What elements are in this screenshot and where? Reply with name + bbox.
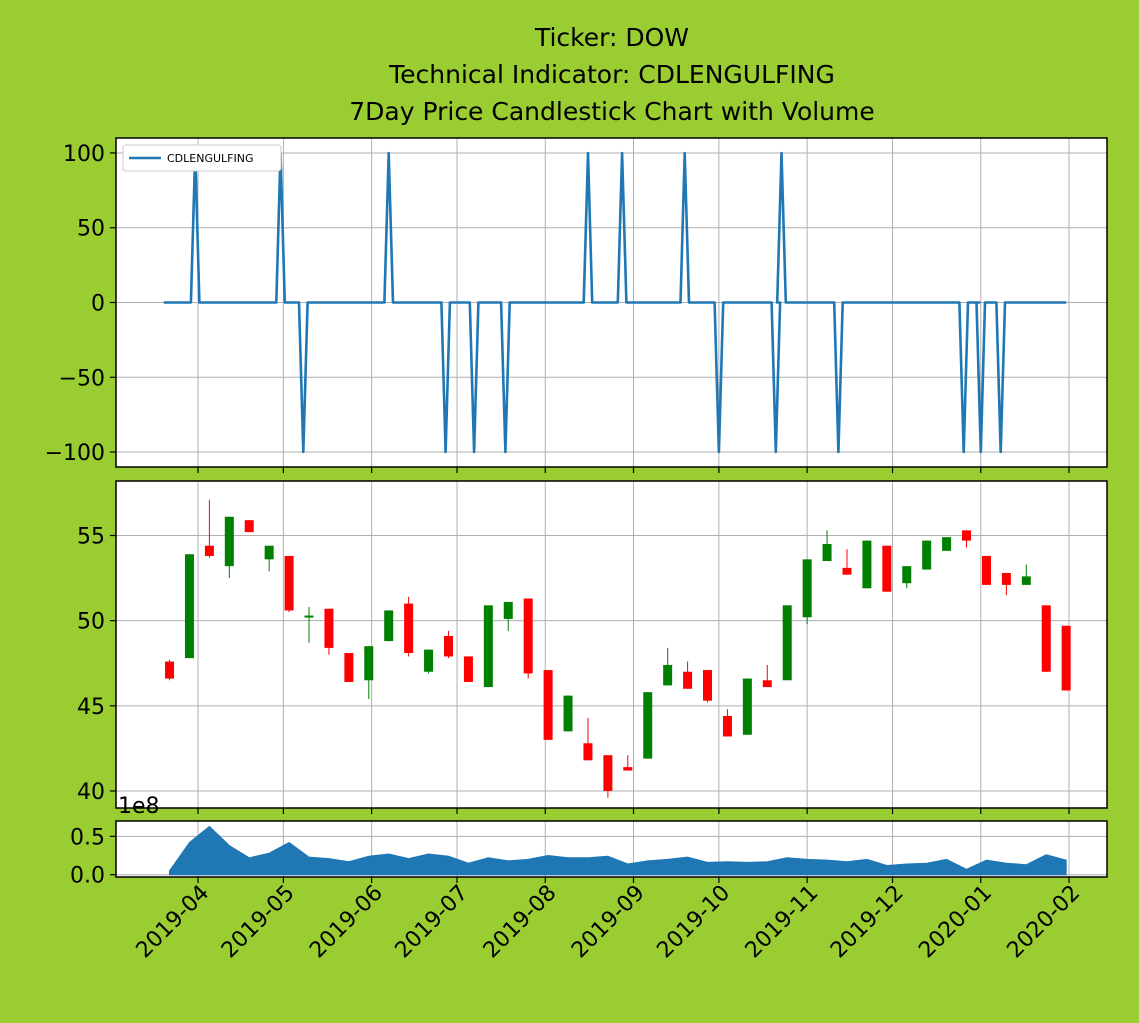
candle-body-up <box>922 540 932 570</box>
candle-body-down <box>882 545 892 592</box>
chart-title-line-3: 7Day Price Candlestick Chart with Volume <box>349 97 875 126</box>
candle-body-down <box>284 555 294 611</box>
candle-body-down <box>962 530 972 541</box>
candle-body-down <box>842 567 852 575</box>
indicator-marks <box>163 151 1067 454</box>
candle-body-down <box>623 767 633 771</box>
volume-frame <box>115 820 1108 878</box>
chart-title-line-2: Technical Indicator: CDLENGULFING <box>388 60 835 89</box>
candle-body-up <box>802 559 812 618</box>
candle-body-down <box>404 603 414 654</box>
indicator-y-tick-label: 50 <box>77 217 105 242</box>
candle-body-up <box>942 537 952 551</box>
candle-body-down <box>324 608 334 648</box>
volume-panel: 1e8 <box>110 794 1108 883</box>
price-marks <box>165 499 1071 798</box>
candle-body-down <box>1041 605 1051 672</box>
candle-body-down <box>344 653 354 682</box>
indicator-series-line <box>163 151 1067 454</box>
candle-body-up <box>483 605 493 688</box>
candle-body-up <box>503 601 513 619</box>
candle-body-up <box>782 605 792 681</box>
volume-y-tick-label: 0.5 <box>70 825 105 850</box>
candle-body-down <box>683 671 693 689</box>
candle-body-down <box>543 670 553 740</box>
candle-body-up <box>304 615 314 618</box>
indicator-legend: CDLENGULFING <box>122 144 282 172</box>
candle-body-up <box>264 545 274 560</box>
candle-body-up <box>862 540 872 589</box>
candle-body-up <box>364 646 374 681</box>
candle-body-down <box>1001 572 1011 585</box>
candle-body-down <box>165 661 175 679</box>
indicator-y-tick-label: −50 <box>59 366 105 391</box>
candle-body-down <box>583 743 593 761</box>
legend-box <box>122 144 282 172</box>
candle-body-down <box>703 670 713 701</box>
indicator-y-tick-label: 0 <box>91 292 105 317</box>
candle-body-up <box>822 544 832 562</box>
candle-body-down <box>523 598 533 674</box>
volume-marks <box>169 825 1067 876</box>
volume-offset-label: 1e8 <box>118 794 160 819</box>
candle-body-up <box>224 516 234 567</box>
price-y-tick-label: 45 <box>77 695 105 720</box>
price-y-tick-label: 50 <box>77 610 105 635</box>
chart-title-line-1: Ticker: DOW <box>534 23 689 52</box>
legend-label: CDLENGULFING <box>167 152 254 165</box>
candle-body-up <box>643 692 653 759</box>
volume-area <box>169 825 1067 876</box>
indicator-y-tick-label: 100 <box>63 142 105 167</box>
candle-body-down <box>244 520 254 533</box>
candle-body-up <box>563 695 573 732</box>
candle-body-up <box>384 610 394 642</box>
volume-y-tick-label: 0.0 <box>70 864 105 889</box>
indicator-y-tick-label: −100 <box>45 441 105 466</box>
price-y-tick-label: 40 <box>77 780 105 805</box>
candle-body-down <box>762 680 772 688</box>
indicator-frame <box>115 137 1108 468</box>
candle-body-down <box>981 555 991 585</box>
candle-body-up <box>742 678 752 735</box>
candle-body-down <box>204 545 214 556</box>
candle-body-down <box>1061 625 1071 691</box>
candle-body-up <box>663 664 673 686</box>
candle-body-up <box>424 649 434 672</box>
price-y-tick-label: 55 <box>77 525 105 550</box>
candle-body-down <box>603 755 613 791</box>
candle-body-up <box>184 554 194 659</box>
price-grid <box>110 481 1107 814</box>
indicator-panel: CDLENGULFING <box>110 137 1108 473</box>
candle-body-down <box>443 635 453 657</box>
candle-body-down <box>463 656 473 682</box>
price-frame <box>115 480 1108 809</box>
price-panel <box>110 480 1108 814</box>
candle-body-up <box>1021 576 1031 585</box>
candle-body-up <box>902 566 912 584</box>
candle-body-down <box>722 716 732 737</box>
